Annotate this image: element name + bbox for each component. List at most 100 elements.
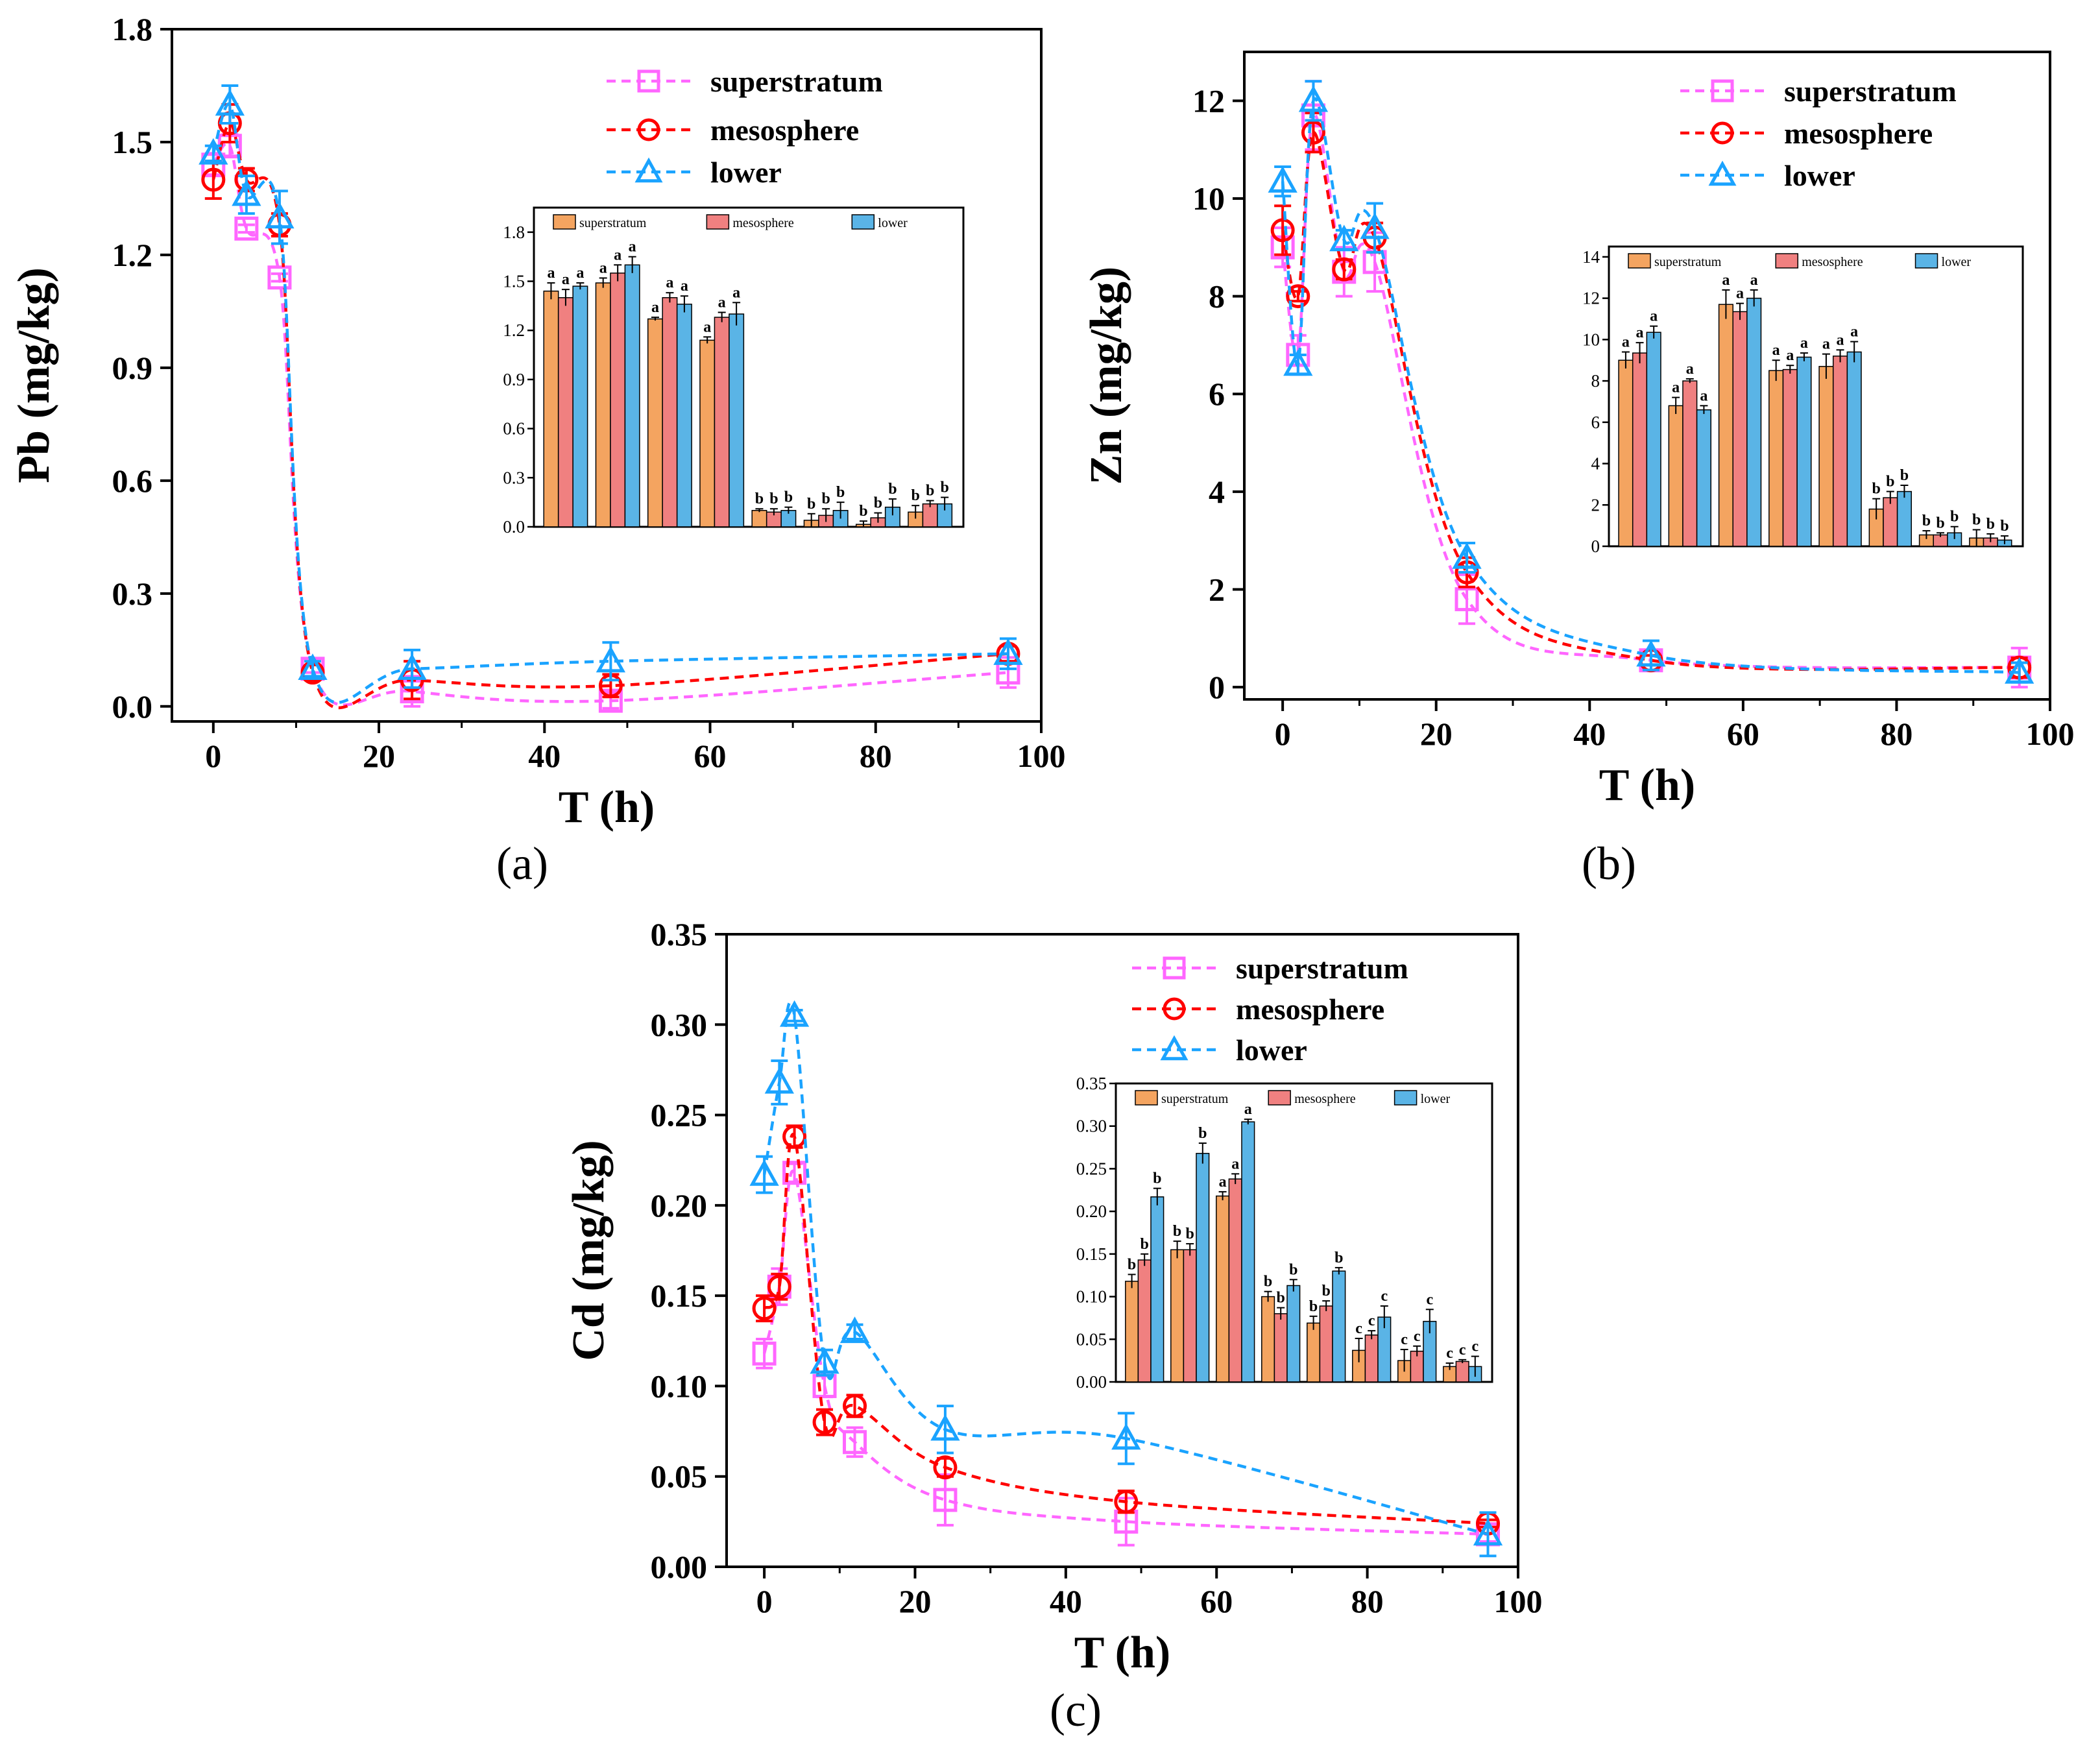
inset-significance-letter: a	[576, 265, 584, 282]
inset-significance-letter: a	[703, 319, 711, 335]
inset-y-tick-label: 8	[1591, 371, 1600, 391]
inset-bar	[1818, 366, 1834, 547]
inset-bar	[662, 297, 678, 527]
inset-bar	[1307, 1322, 1321, 1383]
inset-bar	[1216, 1195, 1230, 1383]
inset-bar	[610, 272, 626, 527]
inset-bar	[1150, 1196, 1165, 1383]
y-tick-label: 1.2	[112, 237, 153, 273]
legend-marker	[1163, 997, 1186, 1021]
legend-label: mesosphere	[710, 114, 859, 147]
y-tick-label: 8	[1209, 278, 1225, 315]
inset-significance-letter: b	[807, 496, 815, 513]
data-point	[397, 653, 427, 681]
inset-significance-letter: a	[614, 247, 622, 263]
inset-significance-letter: b	[2000, 518, 2009, 535]
inset-y-tick-label: 12	[1582, 289, 1600, 308]
inset-bar	[1273, 1313, 1288, 1383]
inset-bar	[1846, 351, 1862, 547]
inset-bar	[714, 317, 730, 527]
series-lower	[1268, 80, 2034, 684]
inset-significance-letter: b	[1322, 1283, 1331, 1300]
inset-significance-letter: b	[1950, 509, 1959, 526]
inset-significance-letter: b	[1972, 512, 1981, 529]
inset-significance-letter: b	[769, 490, 778, 507]
legend-label: superstratum	[710, 65, 883, 98]
x-tick-label: 60	[694, 738, 727, 774]
inset-legend-swatch	[1628, 253, 1651, 269]
data-point	[199, 138, 228, 165]
inset-significance-letter: b	[1128, 1256, 1136, 1273]
inset-significance-letter: a	[718, 294, 726, 311]
legend-label: mesosphere	[1236, 993, 1384, 1026]
data-point	[779, 1000, 810, 1027]
data-point	[596, 646, 626, 673]
y-tick-label: 10	[1192, 180, 1225, 217]
inset-significance-letter: a	[1672, 380, 1680, 396]
y-tick-label: 0.20	[651, 1187, 708, 1224]
inset-bar	[699, 339, 716, 527]
data-point	[1636, 640, 1666, 667]
inset-significance-letter: a	[1244, 1101, 1252, 1118]
inset-y-tick-label: 0.35	[1076, 1074, 1107, 1093]
inset-bar	[1746, 297, 1762, 547]
inset-significance-letter: b	[926, 483, 934, 500]
inset-bar	[1125, 1281, 1139, 1383]
x-tick-label: 40	[1050, 1583, 1082, 1619]
inset-y-tick-label: 14	[1582, 247, 1600, 267]
inset-legend-label: superstratum	[1161, 1092, 1229, 1106]
data-point	[843, 1430, 867, 1455]
chart-panel-pb: 0 20 40 60 80 100 0.0 0.3 0.6 0.9 1.2 1.5 1.8 T (h) Pb…	[9, 11, 1066, 832]
inset-bar	[1196, 1153, 1210, 1383]
inset-y-tick-label: 0.05	[1076, 1329, 1107, 1349]
inset-bar	[1832, 356, 1848, 547]
inset-significance-letter: b	[1872, 481, 1880, 498]
inset-y-tick-label: 0.6	[503, 419, 525, 439]
inset-significance-letter: b	[821, 490, 830, 507]
inset-bar	[1241, 1121, 1255, 1383]
x-tick-label: 80	[1351, 1583, 1384, 1619]
inset-significance-letter: b	[1141, 1236, 1149, 1253]
inset-bar	[1455, 1360, 1469, 1383]
data-point	[839, 1316, 870, 1344]
inset-bar	[922, 503, 938, 527]
inset-significance-letter: b	[911, 487, 920, 504]
inset-y-tick-label: 0.25	[1076, 1159, 1107, 1178]
y-tick-label: 0	[1209, 669, 1225, 705]
x-tick-label: 0	[756, 1583, 773, 1619]
inset-significance-letter: b	[836, 484, 845, 501]
inset-significance-letter: a	[599, 260, 607, 276]
inset-significance-letter: a	[1822, 336, 1830, 353]
data-point	[933, 1488, 958, 1512]
inset-legend-swatch	[1268, 1090, 1291, 1106]
inset-y-tick-label: 0.00	[1076, 1372, 1107, 1392]
inset-significance-letter: c	[1471, 1338, 1478, 1355]
inset-y-tick-label: 1.2	[503, 320, 525, 340]
inset-significance-letter: c	[1368, 1312, 1375, 1329]
data-point	[1283, 349, 1313, 376]
x-tick-label: 100	[1494, 1583, 1543, 1619]
inset-significance-letter: a	[1736, 285, 1744, 302]
inset-y-tick-label: 1.8	[503, 223, 525, 242]
inset-bar	[647, 318, 663, 527]
inset-significance-letter: b	[1334, 1250, 1343, 1266]
inset-bar	[1682, 380, 1698, 547]
inset-significance-letter: c	[1459, 1342, 1466, 1359]
inset-bar	[1319, 1305, 1333, 1383]
data-point	[1360, 212, 1390, 239]
inset-bar	[1782, 369, 1798, 547]
legend-label: lower	[710, 156, 782, 189]
x-tick-label: 40	[1573, 716, 1606, 752]
inset-bar	[1228, 1178, 1242, 1383]
y-tick-label: 4	[1209, 474, 1225, 510]
inset-significance-letter: b	[1886, 474, 1894, 490]
chart-panel-cd: 0 20 40 60 80 100 0.00 0.05 0.10 0.15 0.20 0.25 0.30…	[564, 916, 1543, 1678]
inset-significance-letter: a	[666, 274, 673, 291]
series-mesosphere	[752, 1124, 1501, 1536]
x-tick-label: 100	[2026, 716, 2075, 752]
inset-y-tick-label: 2	[1591, 495, 1600, 514]
data-point	[782, 1124, 807, 1149]
inset-bar	[1696, 409, 1711, 547]
